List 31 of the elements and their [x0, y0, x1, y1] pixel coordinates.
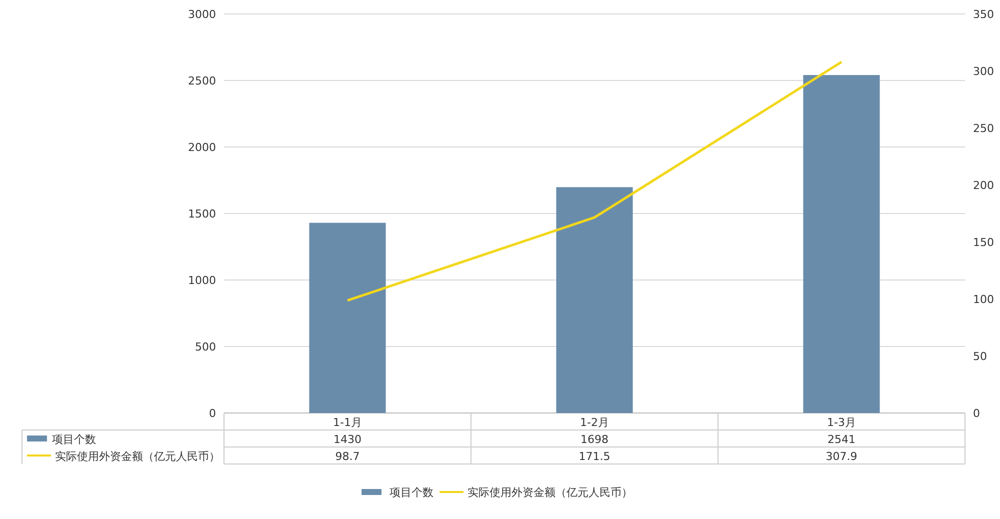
data-label: 98.7	[335, 450, 360, 463]
bar	[556, 187, 633, 413]
data-label: 171.5	[578, 450, 610, 463]
y2-tick-label: 300	[973, 65, 994, 78]
y2-tick-label: 350	[973, 8, 994, 21]
y2-tick-label: 200	[973, 179, 994, 192]
x-tick-label: 1-2月	[580, 416, 609, 429]
y-tick-label: 2000	[188, 141, 216, 154]
data-label: 2541	[828, 433, 856, 446]
bar	[309, 222, 386, 413]
text: 实际使用外资金额（亿元人民币）	[55, 450, 220, 463]
y-tick-label: 1000	[188, 274, 216, 287]
y-tick-label: 0	[209, 407, 216, 420]
bar	[803, 75, 880, 413]
legend-label: 实际使用外资金额（亿元人民币）	[468, 486, 632, 499]
y2-tick-label: 100	[973, 293, 994, 306]
y-tick-label: 500	[195, 340, 216, 354]
y2-tick-label: 50	[973, 350, 987, 363]
y-tick-label: 2500	[188, 74, 216, 88]
text: 项目个数	[52, 433, 96, 446]
y2-tick-label: 250	[973, 122, 994, 135]
data-label: 1430	[334, 433, 362, 446]
x-tick-label: 1-1月	[333, 416, 362, 429]
data-label: 307.9	[826, 450, 858, 463]
data-label: 1698	[580, 433, 608, 446]
y-tick-label: 1500	[188, 208, 216, 220]
legend-label: 项目个数	[390, 486, 434, 499]
x-tick-label: 1-3月	[827, 416, 856, 429]
y-tick-label: 3000	[188, 8, 216, 21]
y2-tick-label: 0	[973, 407, 980, 420]
y2-tick-label: 150	[973, 236, 994, 249]
